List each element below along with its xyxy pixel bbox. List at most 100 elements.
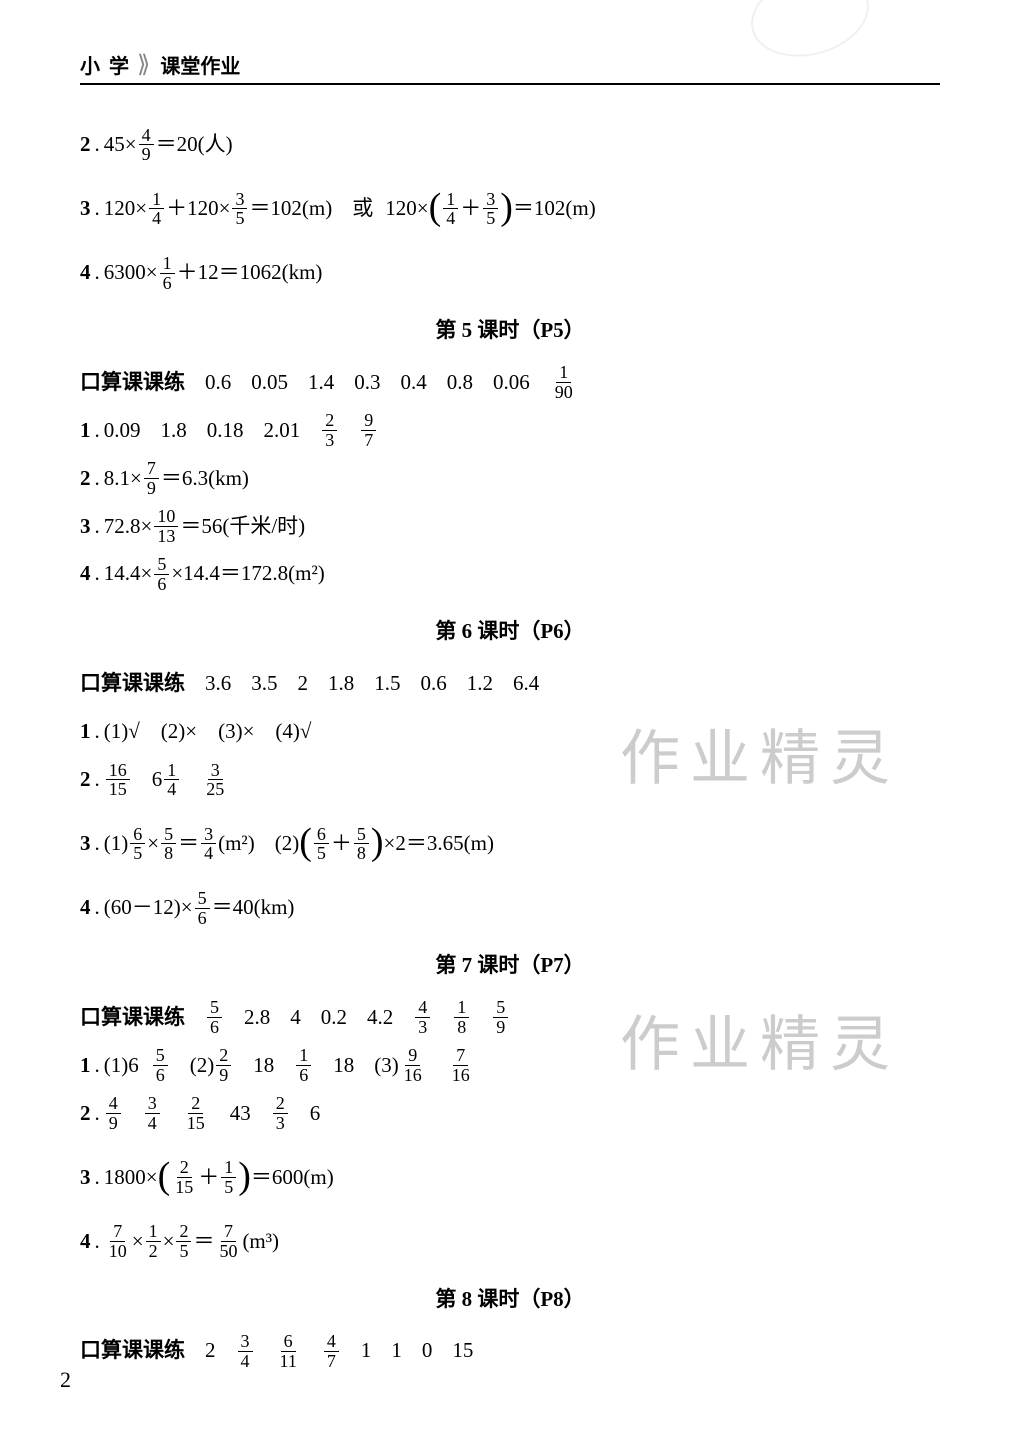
expr-text: 120× (104, 189, 147, 229)
fraction: 215 (184, 1094, 208, 1133)
kousuan-label: 口算课课练 (80, 363, 185, 403)
subpart: (1) (104, 824, 129, 864)
fraction: 29 (216, 1046, 231, 1085)
left-paren-icon: ( (299, 806, 312, 878)
fraction: 58 (354, 825, 369, 864)
line-pre-3: 3. 120× 14 ＋120× 35 ＝102(m) 或 120× ( 14 … (80, 173, 940, 245)
expr-text: ＝102(m) (513, 189, 596, 229)
or-text: 或 (352, 189, 373, 229)
right-paren-icon: ) (371, 806, 384, 878)
item-number: 3 (80, 824, 91, 864)
expr-text: (60－12)× (104, 888, 193, 928)
line-pre-2: 2. 45× 49 ＝20(人) (80, 125, 940, 165)
s7-line3: 3. 1800× ( 215 ＋ 15 ) ＝600(m) (80, 1142, 940, 1214)
left-paren-icon: ( (158, 1140, 171, 1212)
expr-text: ＝20(人) (156, 125, 233, 165)
value: 2.01 (264, 411, 301, 451)
value: 0.06 (493, 363, 530, 403)
expr-text: 14.4× (104, 554, 153, 594)
fraction: 49 (106, 1094, 121, 1133)
expr-text: 8.1× (104, 459, 142, 499)
value: 1 (391, 1331, 402, 1371)
value: 6.4 (513, 664, 539, 704)
s5-line1: 1. 0.09 1.8 0.18 2.01 23 97 (80, 411, 940, 451)
expr-text: ＋ (460, 189, 481, 229)
item-number: 3 (80, 507, 91, 547)
value: 3.5 (251, 664, 277, 704)
fraction: 14 (443, 190, 458, 229)
section-6-title: 第 6 课时（P6） (80, 612, 940, 652)
fraction: 325 (203, 761, 227, 800)
item-number: 1 (80, 411, 91, 451)
expr-text: × (132, 1222, 144, 1262)
page: 小 学 ⟫ 课堂作业 2. 45× 49 ＝20(人) 3. 120× 14 ＋… (0, 0, 1020, 1409)
fraction: 15 (221, 1158, 236, 1197)
kousuan-label: 口算课课练 (80, 1331, 185, 1371)
item-number: 2 (80, 760, 91, 800)
right-paren-icon: ) (238, 1140, 251, 1212)
fraction: 215 (172, 1158, 196, 1197)
fraction: 34 (238, 1332, 253, 1371)
expr-text: 120× (385, 189, 428, 229)
expr-text: 6300× (104, 253, 158, 293)
fraction: 58 (161, 825, 176, 864)
watermark-text: 作业精灵 (620, 988, 900, 1102)
kousuan-label: 口算课课练 (80, 998, 185, 1038)
fraction: 97 (361, 411, 376, 450)
expr-text: ＝56(千米/时) (180, 507, 305, 547)
fraction: 35 (483, 190, 498, 229)
header-left: 小 学 (80, 50, 131, 79)
item-number: 1 (80, 712, 91, 752)
value: 0.2 (321, 998, 347, 1038)
s5-line2: 2. 8.1× 79 ＝6.3(km) (80, 459, 940, 499)
fraction: 1013 (154, 507, 178, 546)
watermark-text: 作业精灵 (620, 702, 900, 816)
value: 1.4 (308, 363, 334, 403)
section-7-title: 第 7 课时（P7） (80, 946, 940, 986)
fraction: 35 (232, 190, 247, 229)
s6-line4: 4. (60－12)× 56 ＝40(km) (80, 888, 940, 928)
expr-text: (m³) (242, 1222, 279, 1262)
fraction: 43 (415, 998, 430, 1037)
expr-text: × (147, 824, 159, 864)
value: 1.8 (328, 664, 354, 704)
fraction: 34 (201, 825, 216, 864)
page-header: 小 学 ⟫ 课堂作业 (80, 50, 940, 85)
s5-line3: 3. 72.8× 1013 ＝56(千米/时) (80, 507, 940, 547)
fraction: 34 (145, 1094, 160, 1133)
fraction: 47 (324, 1332, 339, 1371)
item-number: 1 (80, 1046, 91, 1086)
fraction: 49 (139, 126, 154, 165)
s8-kousuan: 口算课课练 2 34 611 47 1 1 0 15 (80, 1331, 940, 1371)
expr-text: ＝600(m) (251, 1158, 334, 1198)
expr-text: 45× (104, 125, 137, 165)
subpart: (1)6 (104, 1046, 139, 1086)
value: 2 (205, 1331, 216, 1371)
section-8-title: 第 8 课时（P8） (80, 1280, 940, 1320)
expr-text: 1800× (104, 1158, 158, 1198)
fraction: 18 (454, 998, 469, 1037)
value: 3.6 (205, 664, 231, 704)
fraction: 23 (273, 1094, 288, 1133)
fraction: 79 (144, 459, 159, 498)
s6-line3: 3. (1) 65 × 58 ＝ 34 (m²) (2) ( 65 ＋ 58 )… (80, 808, 940, 880)
expr-text: ×2＝3.65(m) (384, 824, 494, 864)
header-arrows-icon: ⟫ (137, 50, 144, 79)
fraction: 16 (160, 254, 175, 293)
fraction: 65 (314, 825, 329, 864)
value: 0.3 (354, 363, 380, 403)
s6-line1: 1. (1)√ (2)× (3)× (4)√ 作业精灵 (80, 712, 940, 752)
expr-text: ＝6.3(km) (161, 459, 249, 499)
s7-kousuan: 口算课课练 56 2.8 4 0.2 4.2 43 18 59 作业精灵 (80, 998, 940, 1038)
subpart: (2) (275, 824, 300, 864)
fraction: 25 (176, 1222, 191, 1261)
value: 4.2 (367, 998, 393, 1038)
expr-text: ＝40(km) (212, 888, 295, 928)
expr-text: ＝ (178, 824, 199, 864)
value: 2.8 (244, 998, 270, 1038)
expr-text: ×14.4＝172.8(m²) (171, 554, 324, 594)
fraction: 716 (449, 1046, 473, 1085)
header-right: 课堂作业 (160, 50, 240, 79)
value: 18 (333, 1046, 354, 1086)
fraction: 56 (195, 889, 210, 928)
